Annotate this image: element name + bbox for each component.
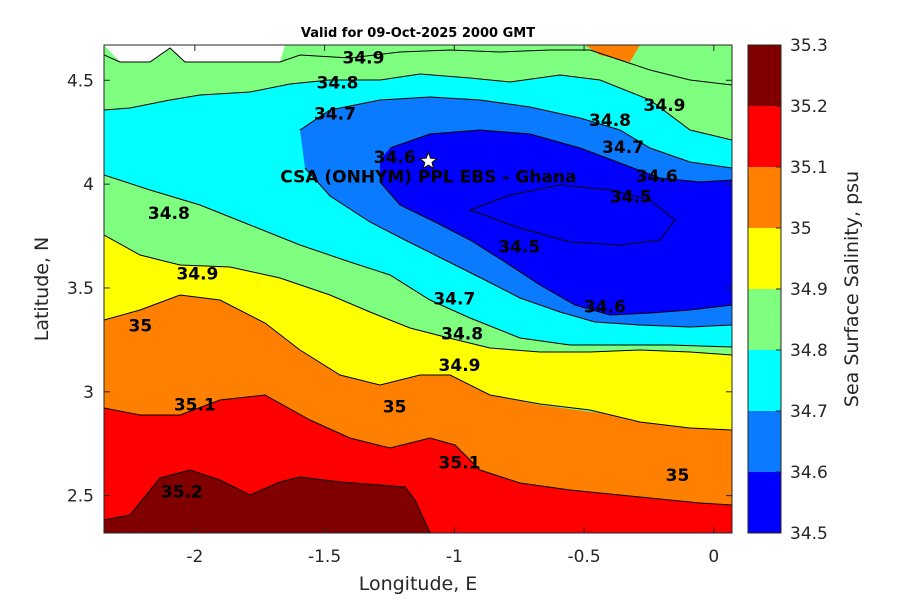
contour-label: 34.6 — [374, 148, 416, 168]
x-tick-label: -1 — [446, 547, 463, 567]
colorbar-swatch — [748, 167, 781, 228]
contour-labels: 34.934.834.7 34.934.834.734.634.534.534.6… — [128, 48, 689, 502]
band-34-9 — [104, 235, 732, 430]
contour-label: 34.9 — [644, 96, 686, 116]
contour-line-34-5-south — [379, 181, 732, 316]
y-tick-label: 3 — [83, 383, 94, 403]
contour-label: 34.5 — [610, 188, 652, 208]
contour-label: 35.1 — [439, 453, 481, 473]
colorbar-tick-label: 35.2 — [790, 97, 828, 117]
contour-label: 34.7 — [602, 138, 644, 158]
colorbar-swatch — [748, 106, 781, 167]
colorbar-tick-label: 34.5 — [790, 524, 828, 544]
colorbar-swatch — [748, 472, 781, 533]
band-35-nw — [585, 45, 640, 62]
contour-line-34-7 — [104, 174, 732, 348]
contour-line-34-8-north — [104, 73, 732, 141]
contour-line-34-5-inner — [468, 184, 676, 246]
colorbar-tick-label: 34.8 — [790, 341, 828, 361]
colorbar-tick-label: 35.3 — [790, 36, 828, 56]
contour-line-34-9-north — [104, 47, 732, 86]
site-star-marker — [418, 150, 439, 170]
contour-label: 35 — [383, 397, 407, 417]
contour-label: 34.6 — [636, 167, 678, 187]
contour-label: 34.7 — [314, 105, 356, 125]
x-tick-label: 0 — [708, 547, 719, 567]
nodata-nw — [104, 45, 285, 62]
contour-line-35 — [104, 294, 732, 431]
colorbar-tick-label: 34.9 — [790, 280, 828, 300]
y-tick-label: 4.5 — [67, 71, 94, 91]
contour-label: 34.5 — [498, 237, 540, 257]
colorbar-tick-label: 35.1 — [790, 158, 828, 178]
x-tick-label: -1.5 — [308, 547, 341, 567]
y-axis-label: Latitude, N — [31, 237, 53, 342]
contour-label: 34.9 — [343, 48, 385, 68]
colorbar-tick-label: 34.6 — [790, 463, 828, 483]
contour-label: 34.8 — [317, 73, 359, 93]
contour-lines — [104, 47, 732, 533]
colorbar-tick-label: 35 — [790, 219, 812, 239]
contour-label: 34.9 — [439, 356, 481, 376]
plot-frame — [103, 44, 733, 534]
band-34-5 — [380, 130, 732, 315]
colorbar-swatch — [748, 411, 781, 472]
site-label: CSA (ONHYM) PPL EBS - Ghana — [280, 167, 576, 187]
contour-label: 35.2 — [161, 482, 203, 502]
contour-line-34-5 — [389, 129, 732, 183]
y-tick-label: 2.5 — [67, 487, 94, 507]
contour-line-34-6-south — [304, 167, 732, 328]
contour-label: 34.8 — [589, 111, 631, 131]
contour-label: 35 — [128, 316, 152, 336]
contour-label: 34.9 — [176, 264, 218, 284]
chart-title: Valid for 09-Oct-2025 2000 GMT — [301, 26, 535, 41]
contour-label: 34.8 — [441, 325, 483, 345]
colorbar: 34.5 34.6 34.7 34.8 34.9 35 35.1 35.2 35.3 — [747, 36, 828, 544]
annotation-layer: CSA (ONHYM) PPL EBS - Ghana — [280, 150, 576, 187]
contour-label: 35 — [666, 466, 690, 486]
colorbar-swatch — [748, 350, 781, 411]
x-tick-label: -0.5 — [567, 547, 600, 567]
x-axis-label: Longitude, E — [359, 573, 478, 595]
colorbar-swatch — [748, 45, 781, 106]
x-axis: -2 -1.5 -1 -0.5 0 — [186, 45, 719, 567]
colorbar-swatch — [748, 228, 781, 289]
contour-label: 34.8 — [148, 204, 190, 224]
y-tick-label: 3.5 — [67, 279, 94, 299]
y-tick-label: 4 — [83, 175, 94, 195]
contour-line-34-6 — [299, 96, 732, 169]
contour-line-34-9 — [104, 234, 732, 356]
contour-label: 35.1 — [174, 395, 216, 415]
contour-line-35-2 — [104, 469, 431, 533]
x-tick-label: -2 — [186, 547, 203, 567]
contour-fill-layer — [104, 45, 732, 533]
colorbar-swatch — [748, 289, 781, 350]
contour-label: 34.6 — [584, 298, 626, 318]
colorbar-tick-label: 34.7 — [790, 402, 828, 422]
contour-label: 34.7 — [433, 289, 475, 309]
y-axis: 2.5 3 3.5 4 4.5 — [67, 71, 732, 507]
contour-line-35-1 — [104, 394, 732, 506]
colorbar-label: Sea Surface Salinity, psu — [841, 171, 863, 407]
band-35-2 — [104, 470, 430, 533]
